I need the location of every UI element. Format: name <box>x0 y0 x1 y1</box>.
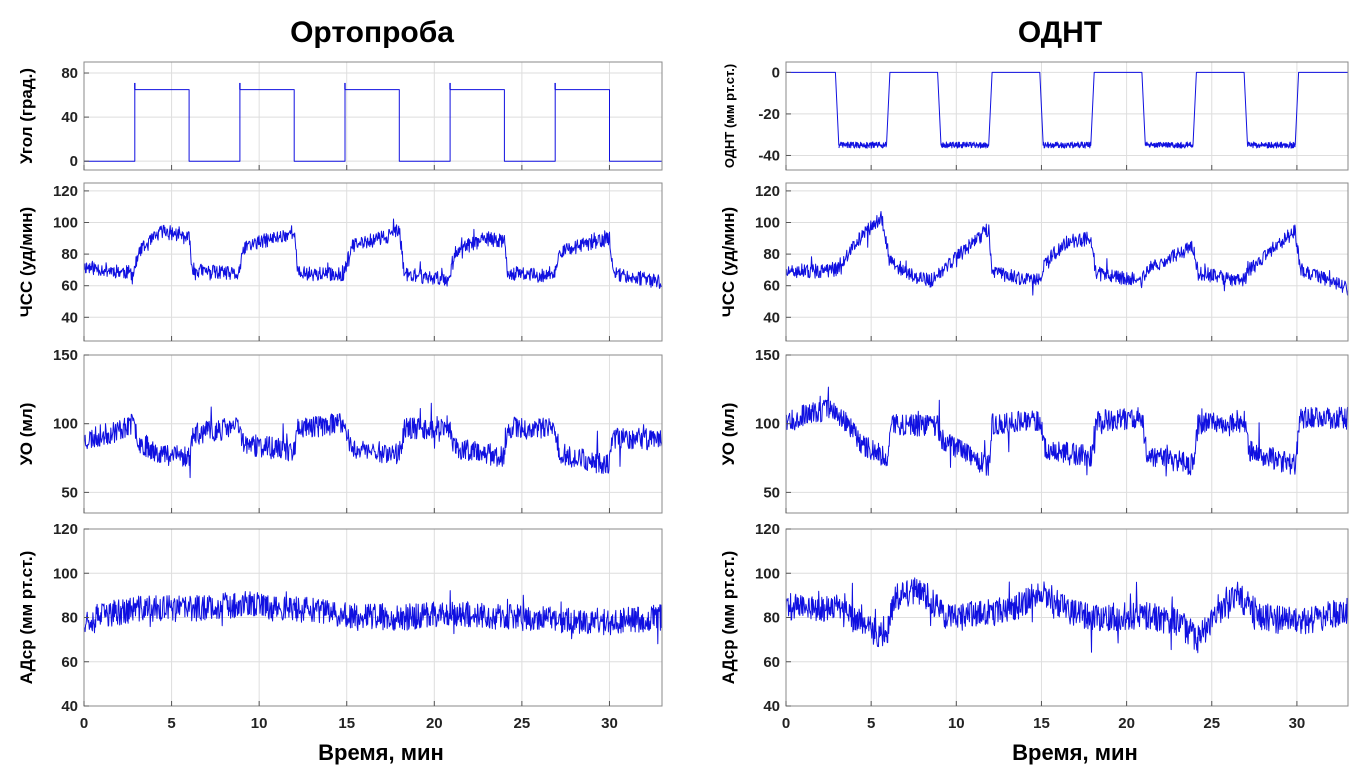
y-tick-label: 120 <box>53 521 78 538</box>
series-line <box>785 386 1349 477</box>
panel-3: 50 100 150 УО (мл) <box>17 347 663 514</box>
y-tick-label: 40 <box>61 109 78 126</box>
x-tick-label: 10 <box>948 715 965 732</box>
series-band <box>838 141 887 149</box>
panel-1: 0 -20 -40 ОДНТ (мм рт.ст.) <box>722 61 1349 171</box>
panel-4: 40 60 80 100 120 АДср (мм рт.ст.) 0 5 10 15 20 25 30 <box>719 521 1349 732</box>
y-tick-label: 120 <box>755 183 780 200</box>
y-tick-label: 60 <box>763 654 780 671</box>
panel-frame <box>785 182 1349 342</box>
y-tick-label: 60 <box>61 654 78 671</box>
y-axis-label: ЧСС (уд/мин) <box>17 207 36 317</box>
series-line <box>83 218 663 289</box>
x-tick-label: 25 <box>1203 715 1220 732</box>
y-tick-label: 0 <box>772 64 780 81</box>
y-tick-label: 60 <box>763 278 780 295</box>
panel-frame <box>83 61 663 171</box>
y-axis-label: Угол (град.) <box>17 68 36 164</box>
series-line <box>83 402 663 479</box>
y-tick-label: 100 <box>755 215 780 232</box>
y-tick-label: 80 <box>763 246 780 263</box>
y-axis-label: УО (мл) <box>17 403 36 466</box>
series-band <box>940 141 990 149</box>
panel-frame <box>83 182 663 342</box>
x-tick-label: 5 <box>867 715 875 732</box>
y-tick-label: 80 <box>61 65 78 82</box>
x-axis-label: Время, мин <box>1012 740 1138 765</box>
panel-4: 40 60 80 100 120 АДср (мм рт.ст.) 0 5 10 15 20 25 30 <box>17 521 663 732</box>
x-tick-label: 20 <box>1118 715 1135 732</box>
series-band <box>1042 141 1092 149</box>
y-tick-label: 40 <box>61 698 78 715</box>
y-tick-label: 0 <box>70 153 78 170</box>
y-tick-label: 100 <box>53 565 78 582</box>
x-tick-label: 0 <box>80 715 88 732</box>
x-tick-label: 5 <box>167 715 175 732</box>
y-tick-label: 40 <box>763 698 780 715</box>
y-tick-label: 80 <box>61 246 78 263</box>
chart-title: Ортопроба <box>290 16 454 49</box>
y-tick-label: 40 <box>61 309 78 326</box>
y-tick-label: 150 <box>755 347 780 364</box>
panel-2: 40 60 80 100 120 ЧСС (уд/мин) <box>17 182 663 342</box>
series-line <box>83 590 663 645</box>
y-tick-label: 80 <box>763 610 780 627</box>
y-tick-label: 150 <box>53 347 78 364</box>
x-tick-label: 15 <box>338 715 355 732</box>
series-line <box>785 211 1349 296</box>
x-tick-label: 30 <box>1289 715 1306 732</box>
panel-frame <box>785 354 1349 514</box>
series-band <box>1247 141 1296 149</box>
x-tick-label: 10 <box>251 715 268 732</box>
x-tick-label: 30 <box>601 715 618 732</box>
y-tick-label: 100 <box>53 416 78 433</box>
x-axis-label: Время, мин <box>318 740 444 765</box>
panel-3: 50 100 150 УО (мл) <box>719 347 1349 514</box>
series-line <box>84 89 662 162</box>
y-axis-label: ЧСС (уд/мин) <box>719 207 738 317</box>
y-tick-label: 120 <box>53 183 78 200</box>
chart-title: ОДНТ <box>1018 16 1102 49</box>
panel-frame <box>785 61 1349 171</box>
series-line <box>786 71 1348 146</box>
y-tick-label: 80 <box>61 610 78 627</box>
y-tick-label: 100 <box>755 565 780 582</box>
x-tick-label: 20 <box>426 715 443 732</box>
y-tick-label: -20 <box>758 106 780 123</box>
y-tick-label: 40 <box>763 309 780 326</box>
x-tick-label: 0 <box>782 715 790 732</box>
y-tick-label: 100 <box>755 416 780 433</box>
y-axis-label: ОДНТ (мм рт.ст.) <box>722 64 737 168</box>
y-tick-label: 50 <box>763 484 780 501</box>
y-axis-label: АДср (мм рт.ст.) <box>719 551 738 685</box>
y-axis-label: УО (мл) <box>719 403 738 466</box>
y-tick-label: 100 <box>53 215 78 232</box>
y-tick-label: 60 <box>61 278 78 295</box>
panel-1: 0 40 80 Угол (град.) <box>17 61 663 171</box>
x-tick-label: 15 <box>1033 715 1050 732</box>
series-band <box>1144 141 1194 149</box>
y-axis-label: АДср (мм рт.ст.) <box>17 551 36 685</box>
panel-frame <box>83 354 663 514</box>
panel-2: 40 60 80 100 120 ЧСС (уд/мин) <box>719 182 1349 342</box>
y-tick-label: -40 <box>758 147 780 164</box>
x-tick-label: 25 <box>514 715 531 732</box>
y-tick-label: 50 <box>61 484 78 501</box>
series-line <box>785 577 1349 654</box>
y-tick-label: 120 <box>755 521 780 538</box>
